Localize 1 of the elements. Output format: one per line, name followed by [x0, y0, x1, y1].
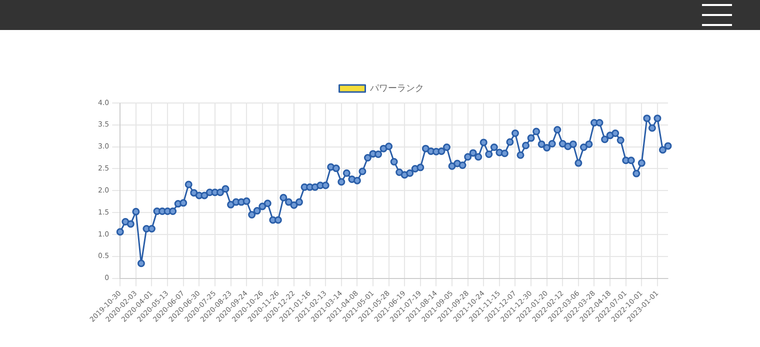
legend-label: パワーランク — [368, 84, 424, 94]
